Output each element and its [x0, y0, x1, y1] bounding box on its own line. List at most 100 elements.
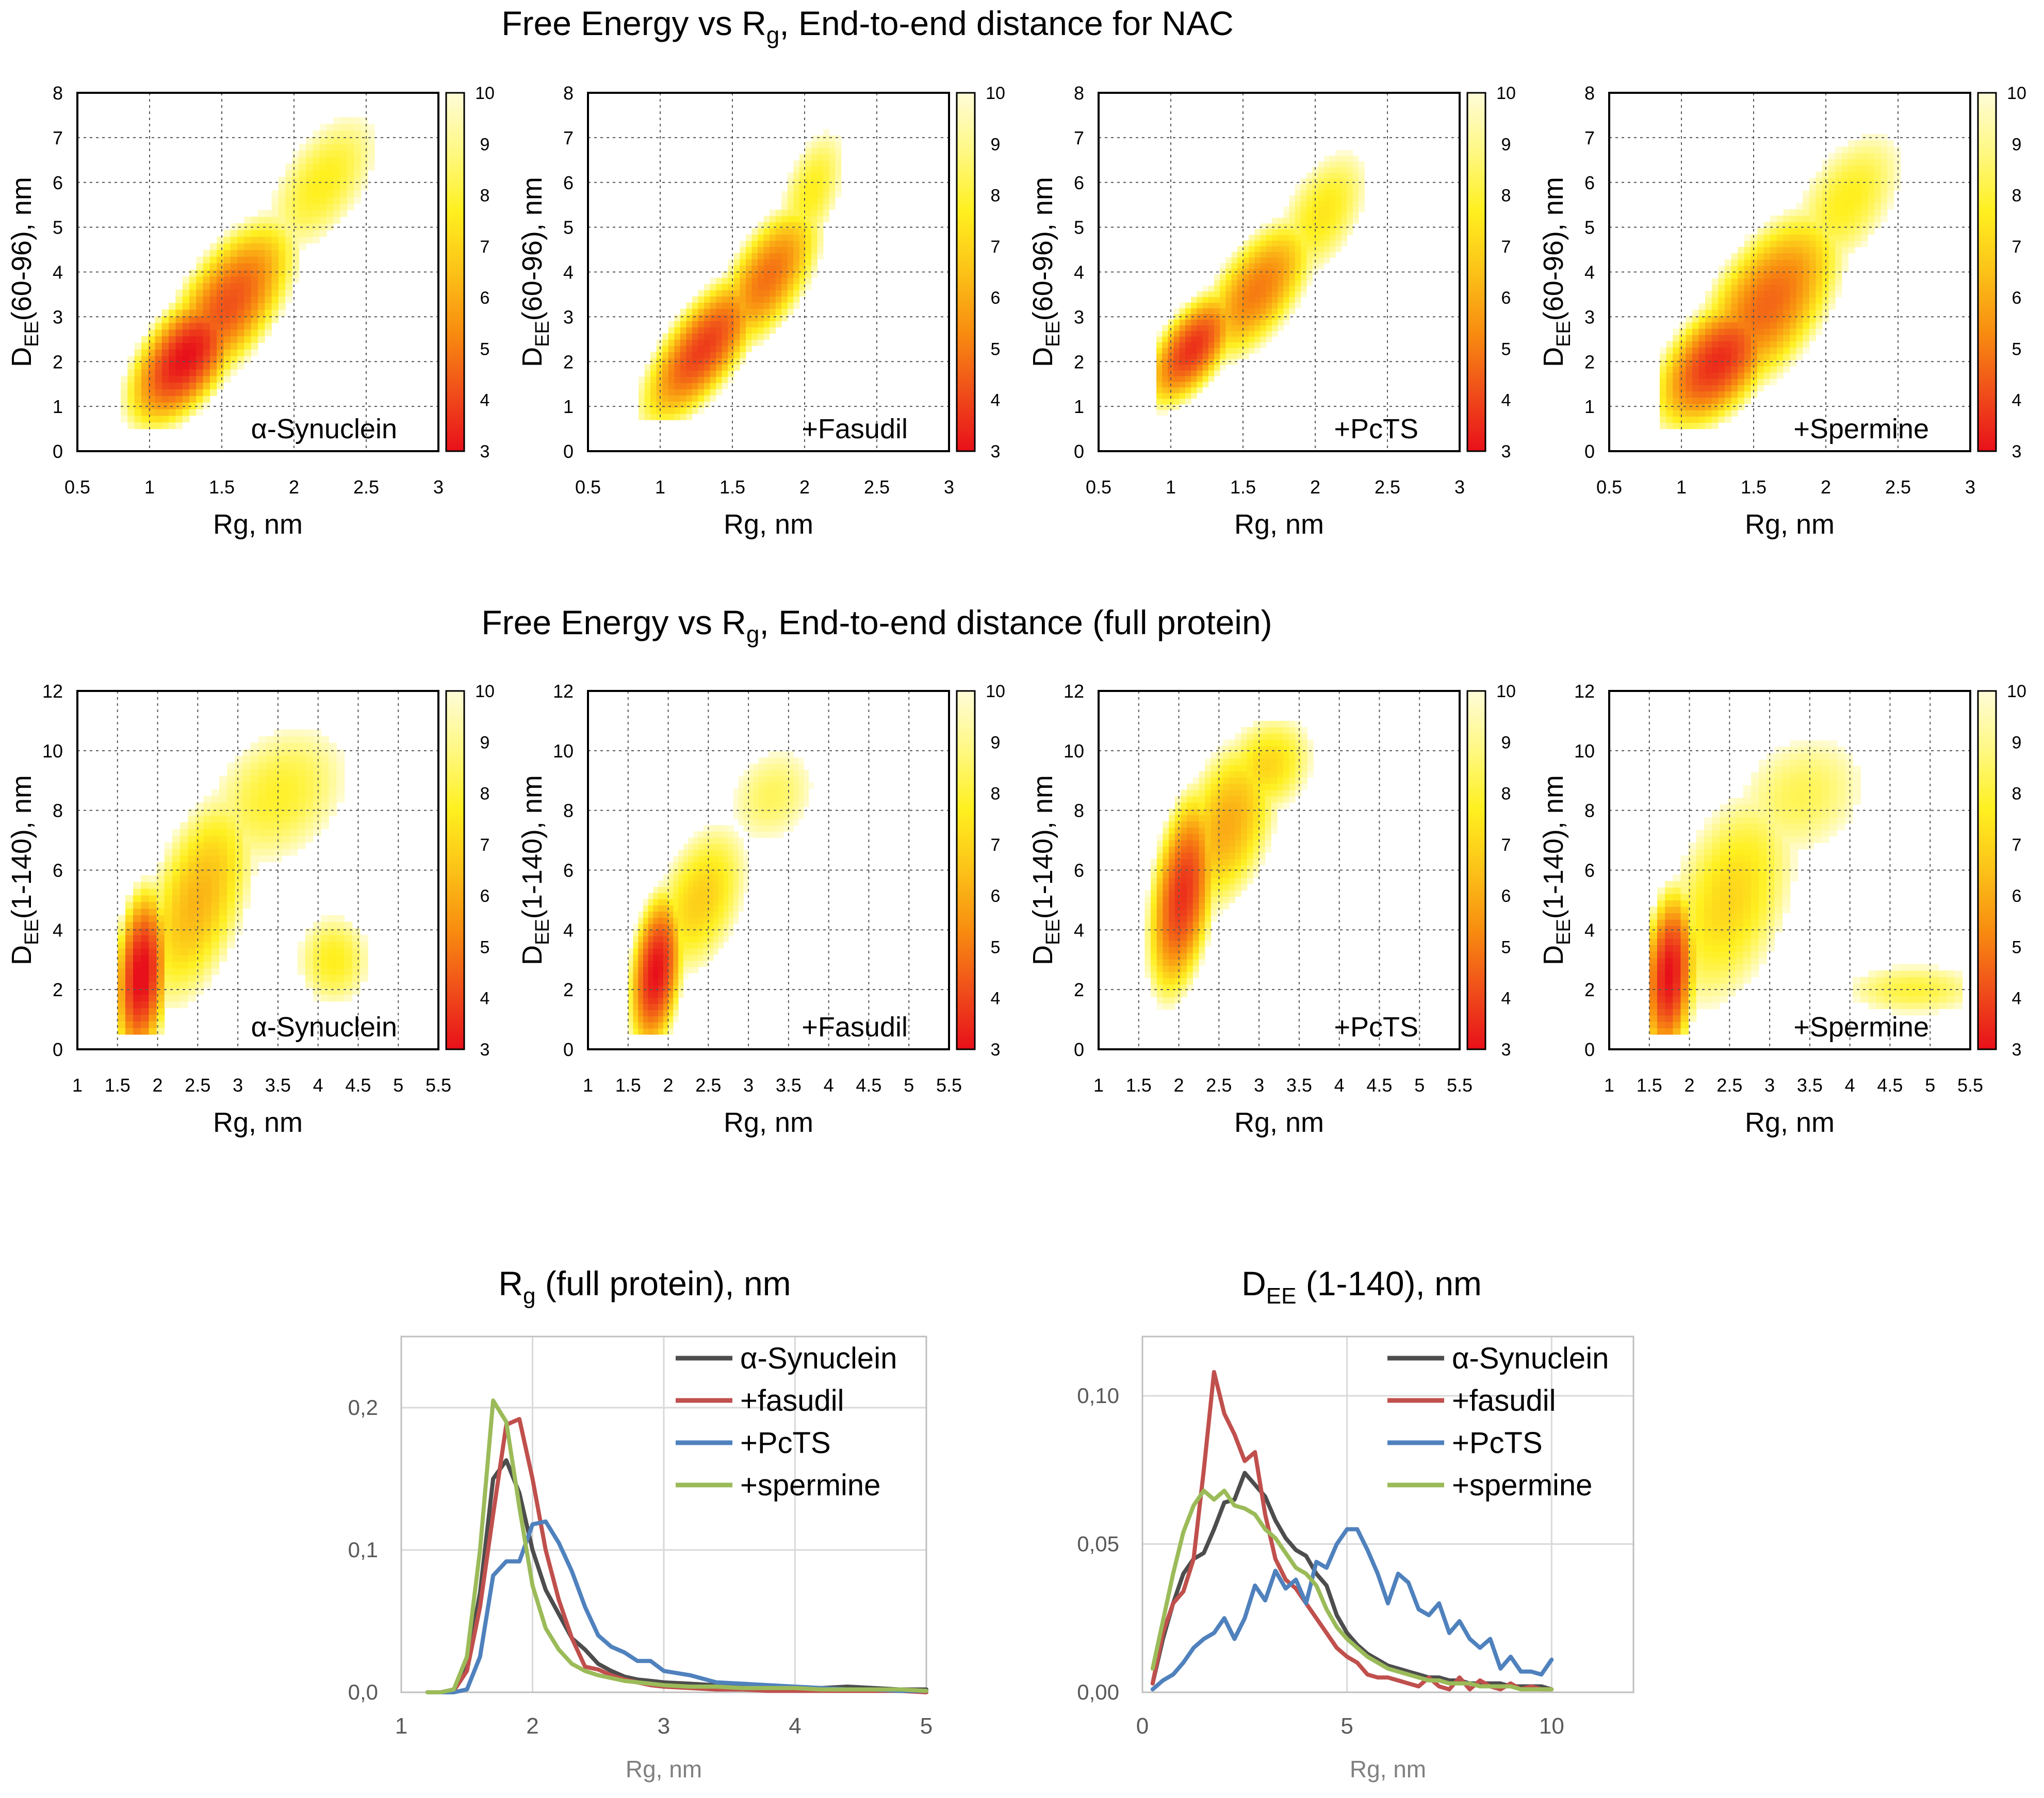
heat-cell	[266, 769, 274, 777]
heat-cell	[1156, 342, 1163, 348]
colorbar-tick-label: 3	[991, 1040, 1001, 1060]
heat-cell	[688, 930, 694, 936]
heat-cell	[1347, 201, 1353, 207]
heat-cell	[1776, 372, 1784, 379]
heat-cell	[1174, 934, 1182, 941]
heat-cell	[745, 339, 753, 346]
heat-cell	[743, 788, 749, 795]
heat-cell	[1783, 253, 1790, 260]
heat-cell	[164, 842, 173, 849]
heat-cell	[1181, 978, 1187, 985]
heat-cell	[1347, 150, 1353, 156]
heat-cell	[127, 369, 135, 376]
heat-cell	[1235, 833, 1241, 840]
heat-cell	[289, 829, 298, 836]
heat-cell	[1725, 397, 1732, 404]
heat-cell	[352, 981, 361, 988]
colorbar-tick-label: 9	[1501, 135, 1511, 154]
heat-cell	[728, 259, 734, 266]
heat-cell	[237, 303, 244, 310]
heat-cell	[1301, 195, 1307, 202]
heat-cell	[728, 321, 734, 327]
heat-cell	[745, 277, 753, 285]
heat-cell	[319, 203, 327, 210]
heat-cell	[1301, 291, 1307, 298]
heat-cell	[738, 819, 744, 826]
heat-cell	[770, 284, 776, 291]
heat-cell	[1174, 971, 1182, 979]
heat-cell	[1169, 978, 1175, 985]
heat-cell	[778, 800, 784, 807]
heat-cell	[258, 849, 267, 856]
colorbar-tick-label: 10	[2007, 84, 2026, 103]
heat-cell	[1790, 303, 1797, 310]
heat-cell	[1751, 284, 1758, 291]
heat-cell	[743, 886, 749, 894]
heat-cell	[1163, 978, 1169, 985]
heat-cell	[751, 284, 758, 291]
heat-cell	[230, 303, 238, 310]
heat-cell	[1359, 172, 1365, 179]
heat-cell	[1283, 223, 1290, 229]
heat-cell	[798, 813, 804, 820]
heat-cell	[1783, 240, 1790, 248]
heat-cell	[799, 172, 806, 179]
heat-cell	[329, 756, 337, 763]
heat-cell	[1235, 884, 1241, 890]
heat-cell	[804, 770, 809, 777]
heat-cell	[237, 322, 244, 330]
heat-cell	[319, 157, 327, 164]
heat-cell	[698, 936, 704, 943]
heat-cell	[1277, 777, 1284, 784]
heat-cell	[1205, 796, 1212, 803]
heat-cell	[127, 375, 135, 383]
heat-cell	[775, 265, 782, 272]
heat-cell	[230, 369, 238, 376]
heat-cell	[793, 240, 800, 248]
heat-cell	[704, 315, 711, 321]
heat-cell	[1162, 342, 1168, 348]
heat-cell	[643, 1028, 649, 1035]
heat-cell	[1249, 336, 1255, 342]
heat-cell	[704, 383, 711, 389]
heat-cell	[1809, 316, 1816, 323]
heat-cell	[1179, 314, 1186, 320]
heat-cell	[258, 796, 267, 803]
heat-cell	[1757, 240, 1764, 248]
heat-cell	[722, 364, 728, 371]
heat-cell	[352, 942, 361, 949]
heat-cell	[1289, 240, 1296, 246]
heat-cell	[172, 855, 181, 863]
heat-cell	[1318, 184, 1324, 190]
heat-cell	[768, 776, 774, 783]
heat-cell	[333, 196, 341, 204]
heat-cell	[1751, 372, 1758, 379]
heat-cell	[117, 968, 126, 975]
heat-cell	[242, 835, 251, 843]
heat-cell	[680, 376, 686, 383]
heat-cell	[758, 788, 764, 795]
heat-cell	[1163, 821, 1169, 828]
heat-cell	[321, 994, 329, 1002]
heat-cell	[1237, 291, 1244, 298]
heat-cell	[793, 813, 799, 820]
heat-cell	[188, 942, 197, 949]
heat-cell	[1341, 161, 1348, 168]
heat-cell	[1763, 347, 1771, 354]
heat-cell	[196, 296, 204, 303]
heat-cell	[133, 942, 141, 949]
heat-cell	[763, 216, 770, 223]
heat-cell	[1225, 296, 1232, 303]
heat-cell	[733, 333, 740, 340]
heat-cell	[1359, 184, 1365, 190]
heat-cell	[182, 303, 190, 310]
heat-cell	[653, 991, 659, 998]
heat-cell	[1666, 416, 1673, 423]
heat-cell	[773, 764, 779, 770]
heat-cell	[1744, 378, 1751, 386]
heat-cell	[134, 389, 142, 396]
heat-cell	[1191, 319, 1197, 325]
heat-cell	[235, 882, 243, 889]
panel-label: α-Synuclein	[251, 414, 397, 444]
heat-cell	[1705, 322, 1712, 329]
